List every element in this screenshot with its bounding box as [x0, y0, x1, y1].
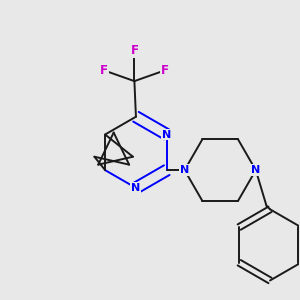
Text: N: N: [251, 165, 260, 175]
Text: F: F: [130, 44, 138, 57]
Text: F: F: [100, 64, 108, 77]
Text: F: F: [161, 64, 169, 77]
Text: N: N: [131, 183, 141, 193]
Text: N: N: [162, 130, 171, 140]
Text: N: N: [180, 165, 189, 175]
